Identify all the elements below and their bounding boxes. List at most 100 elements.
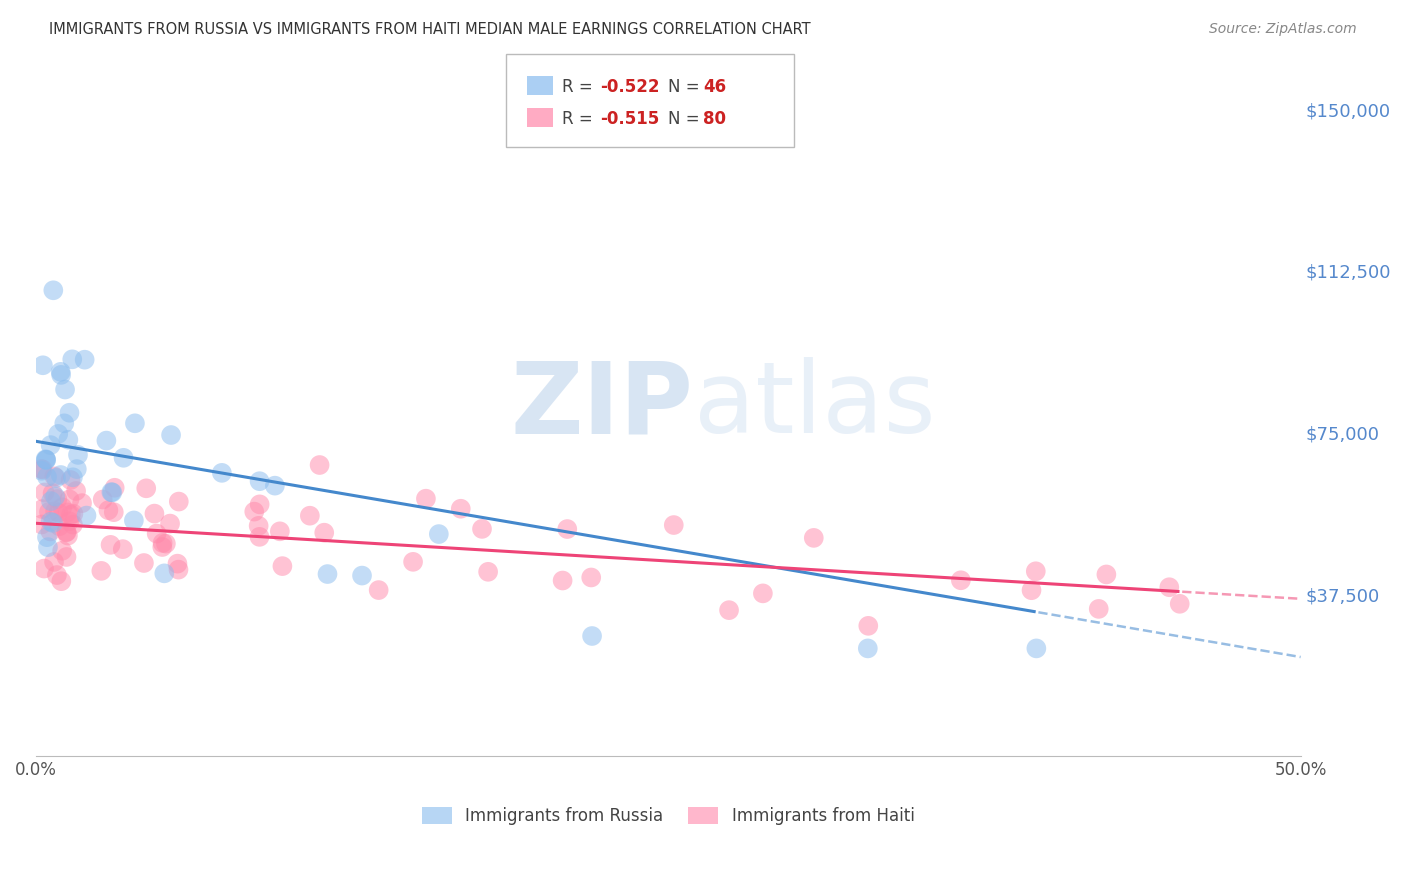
Point — [160, 428, 183, 442]
Point — [1087, 602, 1109, 616]
Point — [152, 536, 174, 550]
Point — [49, 365, 72, 379]
Point — [35, 530, 58, 544]
Point — [37, 540, 59, 554]
Point — [150, 540, 173, 554]
Point — [31, 517, 53, 532]
Point — [555, 522, 578, 536]
Point — [103, 505, 125, 519]
Point — [718, 603, 741, 617]
Text: -0.522: -0.522 — [600, 78, 659, 95]
Text: 80: 80 — [703, 110, 725, 128]
Text: IMMIGRANTS FROM RUSSIA VS IMMIGRANTS FROM HAITI MEDIAN MALE EARNINGS CORRELATION: IMMIGRANTS FROM RUSSIA VS IMMIGRANTS FRO… — [49, 22, 811, 37]
Point — [132, 556, 155, 570]
Legend: Immigrants from Russia, Immigrants from Haiti: Immigrants from Russia, Immigrants from … — [422, 807, 915, 825]
Text: Source: ZipAtlas.com: Source: ZipAtlas.com — [1209, 22, 1357, 37]
Point — [249, 530, 271, 544]
Point — [62, 517, 84, 532]
Point — [450, 501, 472, 516]
Text: R =: R = — [562, 110, 599, 128]
Point — [35, 470, 58, 484]
Point — [32, 358, 55, 372]
Point — [39, 494, 62, 508]
Point — [211, 466, 233, 480]
Point — [471, 522, 494, 536]
Point — [167, 494, 190, 508]
Point — [264, 478, 287, 492]
Point — [60, 352, 83, 367]
Point — [46, 426, 69, 441]
Point — [44, 469, 66, 483]
Point — [35, 452, 58, 467]
Point — [145, 526, 167, 541]
Point — [55, 549, 77, 564]
Text: atlas: atlas — [693, 357, 935, 454]
Point — [59, 508, 82, 522]
Point — [122, 513, 145, 527]
Point — [247, 518, 270, 533]
Point — [58, 514, 80, 528]
Point — [45, 568, 67, 582]
Point — [581, 629, 603, 643]
Point — [51, 574, 73, 589]
Point — [167, 563, 190, 577]
Point — [155, 536, 177, 550]
Point — [55, 525, 77, 540]
Point — [34, 452, 56, 467]
Text: -0.515: -0.515 — [600, 110, 659, 128]
Point — [135, 481, 157, 495]
Point — [415, 491, 437, 506]
Point — [949, 574, 972, 588]
Point — [124, 417, 146, 431]
Point — [402, 555, 425, 569]
Point — [46, 492, 69, 507]
Point — [111, 542, 134, 557]
Point — [65, 483, 87, 498]
Point — [49, 468, 72, 483]
Point — [269, 524, 291, 539]
Point — [271, 559, 294, 574]
Point — [159, 516, 181, 531]
Point — [39, 515, 62, 529]
Point — [42, 516, 65, 530]
Point — [58, 406, 80, 420]
Point — [58, 433, 80, 447]
Point — [96, 434, 118, 448]
Point — [51, 500, 73, 515]
Point — [249, 497, 271, 511]
Point — [100, 485, 122, 500]
Point — [90, 564, 112, 578]
Point — [59, 473, 82, 487]
Point — [32, 561, 55, 575]
Point — [314, 525, 336, 540]
Point — [62, 470, 84, 484]
Point — [70, 496, 93, 510]
Point — [662, 518, 685, 533]
Point — [48, 519, 70, 533]
Point — [91, 492, 114, 507]
Point — [298, 508, 321, 523]
Point — [31, 462, 53, 476]
Point — [1021, 583, 1043, 598]
Point — [62, 507, 84, 521]
Text: 46: 46 — [703, 78, 725, 95]
Point — [76, 508, 98, 523]
Point — [551, 574, 574, 588]
Point — [1159, 580, 1181, 594]
Point — [579, 570, 602, 584]
Point — [55, 524, 77, 539]
Point — [1095, 567, 1118, 582]
Point — [1025, 641, 1047, 656]
Point — [477, 565, 499, 579]
Point — [66, 462, 89, 476]
Point — [101, 485, 124, 500]
Point — [858, 619, 880, 633]
Point — [350, 568, 373, 582]
Point — [39, 438, 62, 452]
Point — [112, 450, 135, 465]
Point — [367, 583, 389, 598]
Point — [44, 504, 66, 518]
Point — [58, 492, 80, 507]
Point — [53, 383, 76, 397]
Point — [56, 505, 79, 519]
